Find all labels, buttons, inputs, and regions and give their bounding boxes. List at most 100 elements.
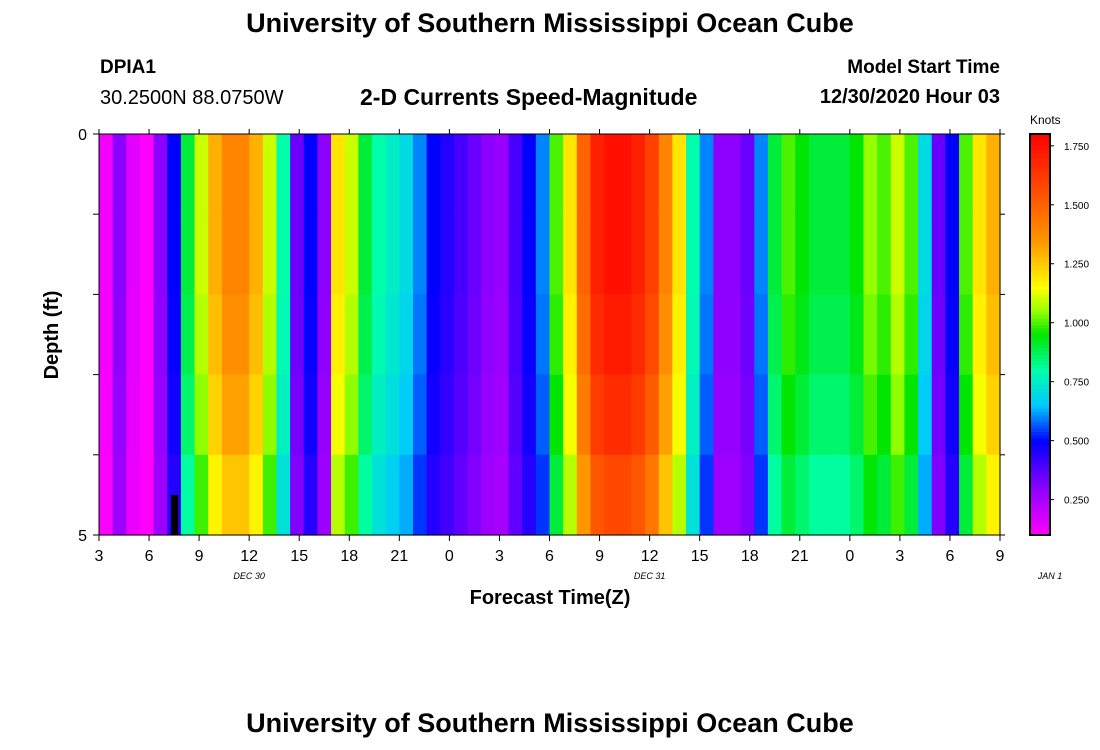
heatmap-cell — [658, 454, 673, 536]
colorbar-swatch — [1030, 354, 1050, 359]
colorbar-swatch — [1030, 381, 1050, 386]
heatmap-cell — [904, 214, 919, 295]
heatmap-cell — [167, 294, 182, 376]
heatmap-cell — [276, 454, 291, 536]
heatmap-cell — [849, 294, 865, 376]
heatmap-cell — [535, 294, 551, 376]
model-start-value: 12/30/2020 Hour 03 — [819, 86, 1000, 108]
heatmap-cell — [167, 134, 182, 215]
heatmap-cell — [440, 134, 455, 215]
heatmap-cell — [99, 374, 114, 456]
heatmap-cell — [194, 134, 209, 215]
x-tick-label: 21 — [390, 548, 408, 565]
colorbar-swatch — [1030, 397, 1050, 402]
heatmap-cell — [180, 374, 196, 456]
heatmap-cell — [372, 374, 387, 456]
heatmap-cell — [262, 134, 278, 215]
heatmap-cell — [767, 214, 783, 295]
colorbar-swatch — [1030, 508, 1050, 513]
x-tick-label: 3 — [895, 548, 904, 565]
heatmap-cell — [290, 294, 305, 376]
heatmap-cell — [563, 294, 578, 376]
colorbar-swatch — [1030, 274, 1050, 279]
heatmap-cell — [836, 374, 851, 456]
heatmap-cell — [235, 374, 250, 456]
colorbar-swatch — [1030, 284, 1050, 289]
heatmap-cell — [467, 374, 482, 456]
colorbar-swatch — [1030, 461, 1050, 466]
heatmap-cell — [481, 374, 496, 456]
heatmap-cell — [713, 294, 728, 376]
colorbar-swatch — [1030, 488, 1050, 493]
x-tick-label: 6 — [545, 548, 554, 565]
colorbar-swatch — [1030, 157, 1050, 162]
colorbar-swatch — [1030, 531, 1050, 536]
heatmap-cell — [672, 214, 687, 295]
heatmap-cell — [699, 294, 714, 376]
heatmap-cell — [331, 454, 346, 536]
heatmap-cell — [331, 134, 346, 215]
heatmap-cell — [631, 214, 646, 295]
heatmap-cell — [808, 294, 824, 376]
heatmap-cell — [262, 214, 278, 295]
heatmap-cell — [221, 294, 237, 376]
heatmap-cell — [249, 454, 264, 536]
heatmap-cell — [931, 374, 946, 456]
heatmap-cell — [918, 134, 933, 215]
colorbar-unit: Knots — [1030, 113, 1061, 127]
colorbar-swatch — [1030, 501, 1050, 506]
heatmap-cell — [931, 294, 946, 376]
colorbar-swatch — [1030, 327, 1050, 332]
heatmap-cell — [221, 374, 237, 456]
heatmap-cell — [508, 454, 523, 536]
heatmap-cell — [358, 214, 373, 295]
heatmap-cell — [358, 294, 373, 376]
colorbar-swatch — [1030, 160, 1050, 165]
heatmap-cell — [331, 294, 346, 376]
heatmap-cell — [877, 454, 892, 536]
heatmap-cell — [645, 374, 660, 456]
heatmap-cell — [986, 214, 1001, 295]
heatmap-cell — [754, 454, 769, 536]
heatmap-cell — [535, 454, 551, 536]
date-label: DEC 30 — [233, 571, 265, 581]
heatmap-cell — [153, 214, 168, 295]
heatmap-cell — [481, 134, 496, 215]
heatmap-cell — [426, 454, 441, 536]
colorbar-swatch — [1030, 247, 1050, 252]
heatmap-cell — [849, 134, 865, 215]
heatmap-cell — [918, 214, 933, 295]
heatmap-cell — [604, 374, 619, 456]
colorbar-swatch — [1030, 271, 1050, 275]
heatmap-cell — [604, 134, 619, 215]
heatmap-cell — [139, 214, 155, 295]
heatmap-cell — [344, 294, 359, 376]
heatmap-cell — [549, 214, 564, 295]
heatmap-cell — [249, 134, 264, 215]
heatmap-cell — [385, 454, 400, 536]
heatmap-cell — [522, 374, 537, 456]
heatmap-cell — [931, 454, 946, 536]
colorbar-swatch — [1030, 334, 1050, 339]
heatmap-cell — [740, 134, 755, 215]
heatmap-cell — [372, 214, 387, 295]
date-label: JAN 1 — [1037, 571, 1063, 581]
colorbar-swatch — [1030, 180, 1050, 185]
heatmap-cell — [372, 294, 387, 376]
y-tick-label: 5 — [78, 528, 87, 545]
heatmap-cell — [945, 294, 960, 376]
colorbar-tick-label: 1.000 — [1064, 319, 1089, 330]
colorbar-swatch — [1030, 317, 1050, 322]
heatmap-cell — [767, 454, 783, 536]
heatmap-cell — [931, 134, 946, 215]
heatmap-cell — [522, 134, 537, 215]
heatmap-cell — [822, 374, 837, 456]
x-tick-label: 0 — [845, 548, 854, 565]
heatmap-cell — [945, 454, 960, 536]
heatmap-cell — [726, 294, 742, 376]
heatmap-cell — [494, 214, 510, 295]
heatmap-cell — [235, 454, 250, 536]
colorbar-swatch — [1030, 357, 1050, 362]
heatmap-cell — [317, 374, 332, 456]
heatmap-cell — [877, 294, 892, 376]
